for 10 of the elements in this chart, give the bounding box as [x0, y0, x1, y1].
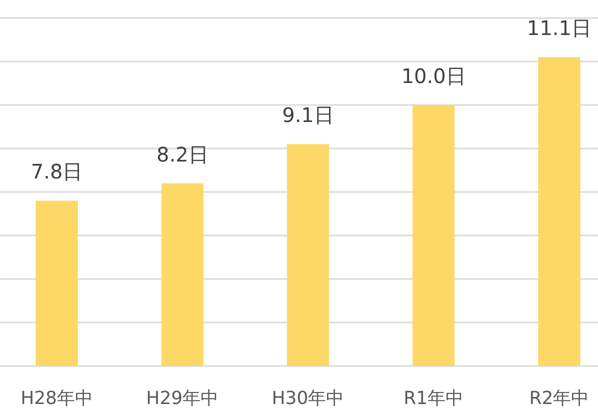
x-tick-label: H28年中 — [20, 388, 94, 408]
data-label: 9.1日 — [282, 103, 334, 128]
x-tick-label: R1年中 — [404, 388, 464, 408]
data-label: 7.8日 — [30, 160, 83, 184]
data-label: 10.0日 — [401, 64, 466, 88]
data-label: 8.2日 — [156, 142, 208, 166]
x-tick-label: R2年中 — [529, 388, 590, 408]
data-label: 11.1日 — [526, 16, 592, 40]
x-tick-label: H29年中 — [146, 388, 219, 408]
x-tick-label: H30年中 — [272, 388, 344, 408]
